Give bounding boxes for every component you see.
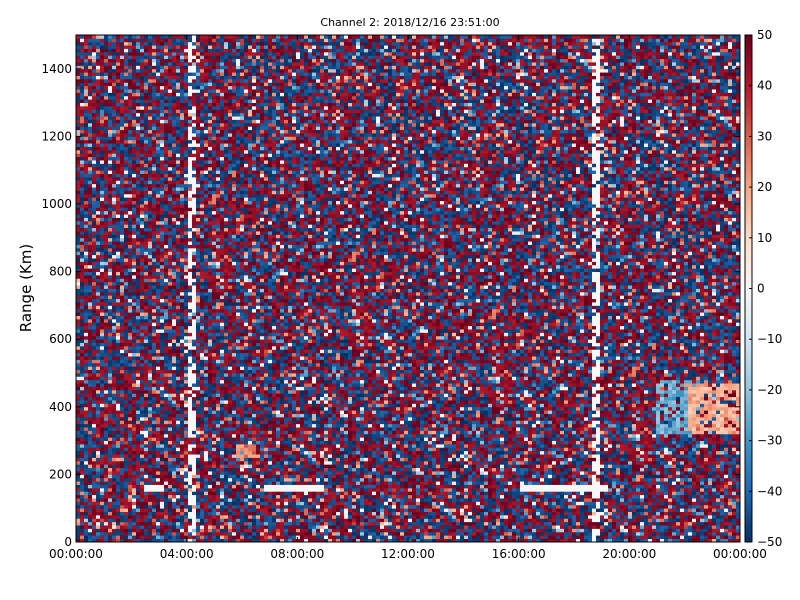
colorbar-tick-label: 10 [757, 231, 772, 245]
colorbar-tick-label: −40 [757, 484, 782, 498]
chart-title: Channel 2: 2018/12/16 23:51:00 [320, 16, 499, 29]
colorbar-tick-label: 40 [757, 79, 772, 93]
x-tick-label: 04:00:00 [160, 547, 214, 561]
heatmap [76, 35, 740, 542]
y-tick-label: 800 [49, 265, 72, 279]
x-tick-label: 00:00:00 [49, 547, 103, 561]
colorbar-tick-label: 50 [757, 28, 772, 42]
colorbar-tick-label: −50 [757, 535, 782, 549]
y-tick-label: 600 [49, 332, 72, 346]
x-tick-label: 00:00:00 [713, 547, 767, 561]
y-tick-label: 0 [64, 535, 72, 549]
y-tick-label: 1400 [41, 62, 72, 76]
x-tick-label: 20:00:00 [602, 547, 656, 561]
colorbar-tick-label: 20 [757, 180, 772, 194]
colorbar-tick-label: −10 [757, 332, 782, 346]
colorbar-tick-label: −20 [757, 383, 782, 397]
y-axis-title: Range (Km) [17, 244, 35, 332]
colorbar-tick-label: −30 [757, 434, 782, 448]
y-tick-label: 1200 [41, 129, 72, 143]
x-tick-label: 08:00:00 [270, 547, 324, 561]
x-tick-label: 16:00:00 [492, 547, 546, 561]
y-tick-label: 200 [49, 467, 72, 481]
colorbar-ticks: −50 −40 −30 −20 −10 0 10 20 30 40 50 [749, 28, 782, 549]
y-tick-label: 400 [49, 400, 72, 414]
colorbar-tick-label: 0 [757, 282, 765, 296]
y-tick-label: 1000 [41, 197, 72, 211]
x-tick-label: 12:00:00 [381, 547, 435, 561]
colorbar-tick-label: 30 [757, 129, 772, 143]
